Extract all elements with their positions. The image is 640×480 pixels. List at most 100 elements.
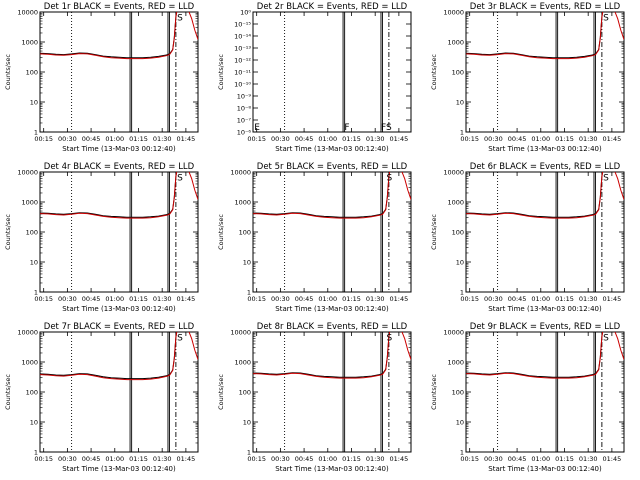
chart-panel-9: Det 9r BLACK = Events, RED = LLD Counts/s…	[430, 322, 625, 473]
y-tick-label: 10000	[230, 329, 251, 337]
flag-annotation: S	[177, 14, 183, 24]
x-tick-label: 01:30	[153, 135, 172, 143]
y-tick-label: 1	[460, 449, 464, 457]
x-axis-label: Start Time (13-Mar-03 00:12:40)	[275, 305, 389, 313]
y-axis-label: Counts/sec	[4, 214, 12, 250]
flag-annotation: S	[387, 174, 393, 184]
series-lld	[466, 172, 624, 219]
y-tick-label: 1	[34, 289, 38, 297]
series-events	[253, 172, 391, 218]
chart-title: Det 1r BLACK = Events, RED = LLD	[44, 2, 195, 12]
x-tick-label: 00:30	[58, 135, 77, 143]
x-tick-label: 01:45	[603, 455, 622, 463]
x-tick-label: 00:30	[484, 135, 503, 143]
x-tick-label: 01:00	[318, 295, 337, 303]
y-tick-label: 10	[30, 419, 38, 427]
plot-frame	[465, 11, 625, 133]
y-tick-label: 10⁻¹¹	[234, 69, 251, 77]
x-tick-label: 01:15	[342, 295, 361, 303]
x-tick-label: 00:15	[34, 295, 53, 303]
y-axis-label: Counts/sec	[430, 374, 438, 410]
y-axis-label: Counts/sec	[4, 374, 12, 410]
y-axis-label: Counts/sec	[4, 54, 12, 90]
series-events	[40, 12, 178, 59]
x-tick-label: 01:30	[366, 455, 385, 463]
chart-title: Det 2r BLACK = Events, RED = LLD	[257, 2, 408, 12]
y-tick-label: 1000	[21, 199, 38, 207]
x-tick-label: 00:30	[271, 295, 290, 303]
x-tick-label: 01:30	[579, 455, 598, 463]
x-tick-label: 01:00	[318, 135, 337, 143]
x-tick-label: 01:00	[105, 135, 124, 143]
series-events	[466, 12, 604, 59]
y-tick-label: 100	[26, 389, 38, 397]
series-lld	[253, 172, 411, 219]
flag-annotation: S	[177, 174, 183, 184]
plot-frame	[252, 171, 412, 293]
x-tick-label: 01:15	[555, 455, 574, 463]
y-tick-label: 10⁻⁶	[237, 129, 252, 137]
y-tick-label: 100	[452, 229, 464, 237]
series-events	[466, 172, 604, 218]
y-tick-label: 1000	[234, 359, 251, 367]
plot-frame	[39, 171, 199, 293]
y-tick-label: 1	[34, 129, 38, 137]
x-tick-label: 01:45	[390, 295, 409, 303]
y-tick-label: 10	[456, 99, 464, 107]
y-tick-label: 10	[243, 419, 251, 427]
x-tick-label: 00:15	[247, 295, 266, 303]
plot-frame	[465, 331, 625, 453]
x-tick-label: 00:15	[34, 455, 53, 463]
chart-title: Det 8r BLACK = Events, RED = LLD	[257, 322, 408, 332]
y-tick-label: 10⁻⁹	[237, 93, 252, 101]
x-axis-label: Start Time (13-Mar-03 00:12:40)	[275, 465, 389, 473]
x-tick-label: 01:30	[579, 295, 598, 303]
x-tick-label: 00:15	[34, 135, 53, 143]
flag-annotation: S	[603, 174, 609, 184]
x-tick-label: 00:15	[247, 135, 266, 143]
flag-annotation: S	[177, 334, 183, 344]
y-tick-label: 10000	[443, 329, 464, 337]
y-tick-label: 10	[456, 419, 464, 427]
chart-title: Det 6r BLACK = Events, RED = LLD	[470, 162, 621, 172]
y-tick-label: 1	[247, 449, 251, 457]
x-tick-label: 01:45	[177, 135, 196, 143]
y-tick-label: 10000	[443, 169, 464, 177]
y-tick-label: 10⁰	[240, 9, 251, 17]
y-axis-label: Counts/sec	[430, 214, 438, 250]
x-tick-label: 01:30	[153, 455, 172, 463]
y-tick-label: 10	[30, 259, 38, 267]
y-tick-label: 1	[460, 289, 464, 297]
series-events	[466, 332, 604, 378]
x-axis-label: Start Time (13-Mar-03 00:12:40)	[488, 145, 602, 153]
flag-annotation: S	[603, 14, 609, 24]
x-tick-label: 00:15	[460, 295, 479, 303]
series-lld	[466, 332, 624, 379]
chart-title: Det 5r BLACK = Events, RED = LLD	[257, 162, 408, 172]
x-tick-label: 01:30	[366, 135, 385, 143]
x-tick-label: 00:45	[295, 295, 314, 303]
y-tick-label: 10000	[443, 9, 464, 17]
flag-annotation: E	[254, 123, 260, 133]
y-tick-label: 10	[243, 259, 251, 267]
plot-frame	[252, 331, 412, 453]
y-tick-label: 1000	[21, 39, 38, 47]
x-axis-label: Start Time (13-Mar-03 00:12:40)	[62, 145, 176, 153]
x-tick-label: 01:00	[318, 455, 337, 463]
y-tick-label: 100	[239, 229, 251, 237]
x-tick-label: 01:00	[105, 455, 124, 463]
x-tick-label: 00:30	[58, 455, 77, 463]
x-tick-label: 01:15	[555, 135, 574, 143]
x-tick-label: 00:45	[508, 295, 527, 303]
flag-annotation: S	[603, 334, 609, 344]
chart-panel-6: Det 6r BLACK = Events, RED = LLD Counts/s…	[430, 162, 625, 313]
x-tick-label: 00:45	[295, 135, 314, 143]
flag-annotation: S	[387, 334, 393, 344]
x-tick-label: 01:45	[603, 295, 622, 303]
y-tick-label: 1000	[234, 199, 251, 207]
chart-panel-3: Det 3r BLACK = Events, RED = LLD Counts/s…	[430, 2, 625, 153]
y-tick-label: 10⁻⁸	[237, 105, 252, 113]
x-tick-label: 01:45	[390, 135, 409, 143]
y-tick-label: 1	[34, 449, 38, 457]
